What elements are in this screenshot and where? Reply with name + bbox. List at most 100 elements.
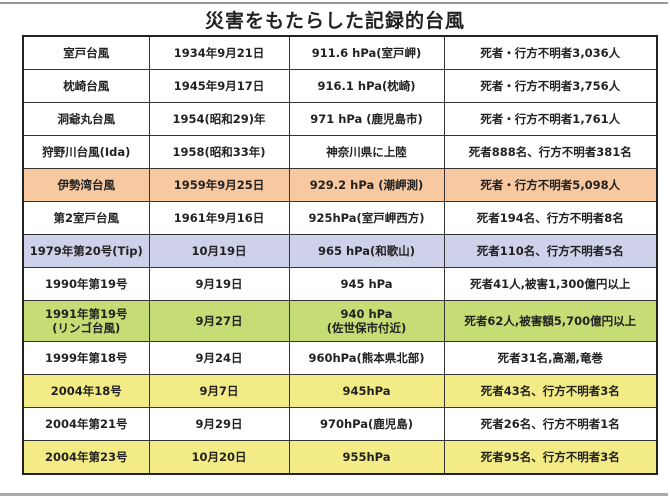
date-cell-text: 9月24日 [195, 351, 243, 365]
date-cell-text: 1945年9月17日 [173, 79, 265, 93]
typhoon-name-cell-text: 1990年第19号 [44, 277, 128, 291]
pressure-cell: 965 hPa(和歌山) [288, 234, 445, 268]
date-cell: 10月19日 [148, 234, 290, 268]
damage-cell: 死者・行方不明者3,756人 [443, 69, 658, 103]
table-row: 1990年第19号 9月19日 945 hPa 死者41人,被害1,300億円以上 [22, 267, 658, 301]
date-cell: 1954(昭和29)年 [148, 102, 290, 136]
pressure-cell: 945hPa [288, 374, 445, 408]
date-cell: 9月29日 [148, 407, 290, 441]
typhoon-name-cell-text: 狩野川台風(Ida) [42, 145, 131, 159]
pressure-cell-text: 965 hPa(和歌山) [317, 244, 416, 258]
typhoon-name-cell-text: 枕崎台風 [63, 79, 110, 93]
pressure-cell: 955hPa [288, 440, 445, 475]
damage-cell: 死者62人,被害額5,700億円以上 [443, 300, 658, 342]
typhoon-name-cell: 1990年第19号 [22, 267, 150, 301]
date-cell-text: 10月19日 [191, 244, 247, 258]
typhoon-name-cell: 2004年第23号 [22, 440, 150, 475]
typhoon-name-cell: 室戸台風 [22, 35, 150, 70]
typhoon-name-cell: 狩野川台風(Ida) [22, 135, 150, 169]
typhoon-name-cell: 第2室戸台風 [22, 201, 150, 235]
damage-cell-text: 死者110名、行方不明者5名 [476, 244, 624, 258]
date-cell-text: 10月20日 [191, 450, 247, 464]
date-cell-text: 1959年9月25日 [173, 178, 265, 192]
typhoon-name-cell-text: 2004年18号 [50, 384, 122, 398]
pressure-cell: 916.1 hPa(枕崎) [288, 69, 445, 103]
date-cell-text: 9月29日 [195, 417, 243, 431]
pressure-cell-text: 945 hPa [340, 277, 393, 291]
typhoon-name-cell-text: 1991年第19号 [44, 307, 128, 321]
table-row: 室戸台風 1934年9月21日 911.6 hPa(室戸岬) 死者・行方不明者3,03… [22, 35, 658, 70]
date-cell: 1945年9月17日 [148, 69, 290, 103]
table-row: 狩野川台風(Ida) 1958(昭和33年) 神奈川県に上陸 死者888名、行方不明者… [22, 135, 658, 169]
pressure-cell-subtext: (佐世保市付近) [326, 321, 407, 335]
typhoon-name-cell-text: 室戸台風 [63, 46, 110, 60]
pressure-cell-text: 955hPa [342, 450, 391, 464]
damage-cell: 死者・行方不明者1,761人 [443, 102, 658, 136]
typhoon-name-cell: 1991年第19号 (リンゴ台風) [22, 300, 150, 342]
damage-cell-text: 死者・行方不明者3,036人 [480, 46, 621, 60]
table-row: 第2室戸台風 1961年9月16日 925hPa(室戸岬西方) 死者194名、行方不明… [22, 201, 658, 235]
damage-cell: 死者・行方不明者3,036人 [443, 35, 658, 70]
pressure-cell: 神奈川県に上陸 [288, 135, 445, 169]
damage-cell-text: 死者26名、行方不明者1名 [480, 417, 620, 431]
date-cell: 10月20日 [148, 440, 290, 475]
damage-cell-text: 死者31名,高潮,竜巻 [497, 351, 603, 365]
damage-cell-text: 死者41人,被害1,300億円以上 [470, 277, 631, 291]
damage-cell-text: 死者・行方不明者5,098人 [480, 178, 621, 192]
pressure-cell: 945 hPa [288, 267, 445, 301]
table-row: 伊勢湾台風 1959年9月25日 929.2 hPa (潮岬測) 死者・行方不明者5,… [22, 168, 658, 202]
damage-cell: 死者41人,被害1,300億円以上 [443, 267, 658, 301]
damage-cell-text: 死者888名、行方不明者381名 [468, 145, 632, 159]
table-row: 1979年第20号(Tip) 10月19日 965 hPa(和歌山) 死者110名、行… [22, 234, 658, 268]
date-cell: 1934年9月21日 [148, 35, 290, 70]
typhoon-name-cell-text: 1999年第18号 [44, 351, 128, 365]
date-cell-text: 9月19日 [195, 277, 243, 291]
date-cell: 1959年9月25日 [148, 168, 290, 202]
typhoon-table: 室戸台風 1934年9月21日 911.6 hPa(室戸岬) 死者・行方不明者3,03… [22, 35, 658, 475]
typhoon-name-cell-text: 1979年第20号(Tip) [29, 244, 143, 258]
date-cell-text: 1934年9月21日 [173, 46, 265, 60]
date-cell: 9月27日 [148, 300, 290, 342]
date-cell-text: 9月7日 [199, 384, 239, 398]
typhoon-name-cell: 1999年第18号 [22, 341, 150, 375]
table-row: 枕崎台風 1945年9月17日 916.1 hPa(枕崎) 死者・行方不明者3,756… [22, 69, 658, 103]
damage-cell-text: 死者194名、行方不明者8名 [476, 211, 624, 225]
typhoon-name-cell: 洞爺丸台風 [22, 102, 150, 136]
pressure-cell: 925hPa(室戸岬西方) [288, 201, 445, 235]
date-cell-text: 1961年9月16日 [173, 211, 265, 225]
pressure-cell: 911.6 hPa(室戸岬) [288, 35, 445, 70]
pressure-cell-text: 945hPa [342, 384, 391, 398]
damage-cell: 死者・行方不明者5,098人 [443, 168, 658, 202]
pressure-cell: 971 hPa (鹿児島市) [288, 102, 445, 136]
pressure-cell-text: 970hPa(鹿児島) [319, 417, 414, 431]
typhoon-name-cell: 枕崎台風 [22, 69, 150, 103]
table-row: 1991年第19号 (リンゴ台風) 9月27日 940 hPa (佐世保市付近) 死者62… [22, 300, 658, 342]
typhoon-name-cell-text: 伊勢湾台風 [57, 178, 116, 192]
date-cell: 1961年9月16日 [148, 201, 290, 235]
table-row: 2004年第23号 10月20日 955hPa 死者95名、行方不明者3名 [22, 440, 658, 475]
pressure-cell: 940 hPa (佐世保市付近) [288, 300, 445, 342]
damage-cell-text: 死者62人,被害額5,700億円以上 [464, 314, 637, 328]
pressure-cell-text: 971 hPa (鹿児島市) [310, 112, 423, 126]
typhoon-name-cell-subtext: (リンゴ台風) [52, 321, 121, 335]
damage-cell-text: 死者・行方不明者1,761人 [480, 112, 621, 126]
typhoon-name-cell-text: 2004年第21号 [44, 417, 128, 431]
date-cell: 1958(昭和33年) [148, 135, 290, 169]
pressure-cell: 960hPa(熊本県北部) [288, 341, 445, 375]
table-row: 洞爺丸台風 1954(昭和29)年 971 hPa (鹿児島市) 死者・行方不明者1,… [22, 102, 658, 136]
damage-cell: 死者95名、行方不明者3名 [443, 440, 658, 475]
typhoon-name-cell: 伊勢湾台風 [22, 168, 150, 202]
pressure-cell-text: 神奈川県に上陸 [326, 145, 407, 159]
typhoon-name-cell: 1979年第20号(Tip) [22, 234, 150, 268]
typhoon-name-cell: 2004年18号 [22, 374, 150, 408]
date-cell-text: 1954(昭和29)年 [172, 112, 266, 126]
date-cell: 9月7日 [148, 374, 290, 408]
typhoon-name-cell: 2004年第21号 [22, 407, 150, 441]
pressure-cell-text: 960hPa(熊本県北部) [308, 351, 425, 365]
pressure-cell: 929.2 hPa (潮岬測) [288, 168, 445, 202]
date-cell-text: 9月27日 [195, 314, 243, 328]
pressure-cell-text: 929.2 hPa (潮岬測) [309, 178, 424, 192]
damage-cell: 死者888名、行方不明者381名 [443, 135, 658, 169]
damage-cell-text: 死者43名、行方不明者3名 [480, 384, 620, 398]
